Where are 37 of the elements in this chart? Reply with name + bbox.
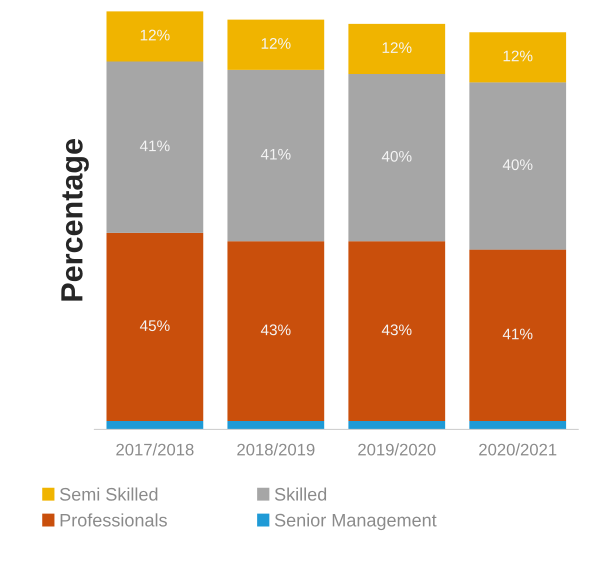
bar	[227, 20, 324, 70]
bar	[469, 250, 566, 422]
y-axis-title: Percentage	[61, 139, 89, 301]
bar	[227, 70, 324, 242]
data-label: 40%	[382, 150, 412, 162]
x-tick-label: 2019/2020	[358, 443, 436, 456]
bar	[469, 82, 566, 250]
x-tick-label: 2017/2018	[116, 443, 194, 456]
data-label: 40%	[502, 159, 532, 170]
bar	[469, 32, 566, 82]
bar	[469, 421, 566, 430]
bar	[348, 241, 446, 422]
x-tick-label: 2018/2019	[237, 443, 314, 456]
bar	[106, 11, 204, 62]
legend-label: Semi Skilled	[60, 487, 158, 501]
bar	[348, 421, 446, 430]
bar	[348, 74, 446, 242]
data-label: 45%	[140, 320, 170, 332]
data-label: 41%	[260, 148, 291, 160]
bar	[106, 421, 204, 430]
legend-label: Skilled	[274, 487, 326, 501]
data-label: 12%	[262, 38, 291, 49]
bar	[227, 241, 324, 422]
data-label: 43%	[260, 324, 291, 336]
data-label: 41%	[140, 140, 170, 152]
legend-label: Professionals	[60, 513, 167, 527]
data-label: 12%	[382, 42, 412, 53]
bar	[106, 232, 204, 422]
data-label: 43%	[382, 324, 412, 336]
data-label: 12%	[504, 50, 532, 62]
data-label: 12%	[140, 30, 170, 40]
legend-label: Senior Management	[274, 513, 437, 530]
bar	[348, 24, 446, 74]
data-label: 41%	[502, 328, 532, 340]
x-tick-label: 2020/2021	[479, 443, 556, 456]
bar	[106, 61, 204, 233]
bar	[227, 421, 324, 430]
